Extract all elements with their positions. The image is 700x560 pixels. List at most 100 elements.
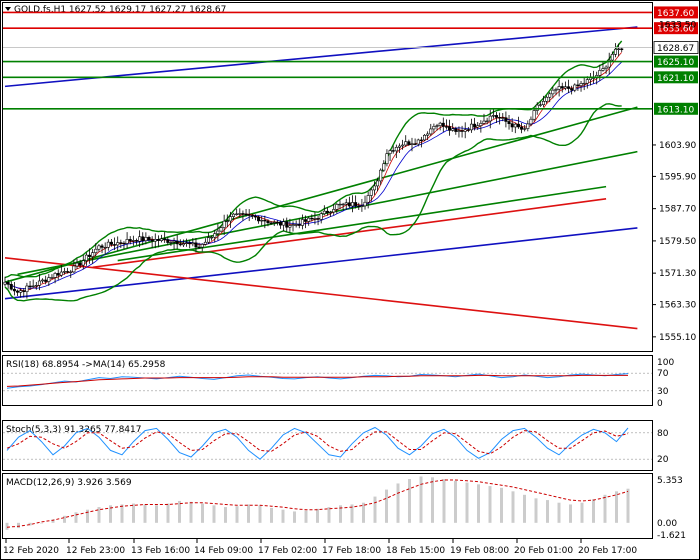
candle-body [172,240,176,243]
candle-body [206,237,210,243]
candle-body [128,239,132,242]
candle-body [341,203,345,206]
candle-body [25,285,29,293]
candle-body [473,123,477,128]
macd-histogram-bar [281,509,285,523]
macd-histogram-bar [132,503,135,523]
candle-body [97,245,101,250]
macd-histogram-bar [5,522,9,530]
time-tick-label: 20 Feb 17:00 [578,546,637,556]
macd-layer: 5.353 0.00 -1.621 [5,476,686,541]
candle-body [219,227,223,232]
candle-body [84,254,88,261]
candle-body [416,139,420,145]
macd-histogram-bar [534,498,538,523]
macd-tick-label: 0.00 [657,519,677,529]
candle-body [307,217,311,222]
candle-body [31,285,35,288]
stoch-tick-label: 20 [657,455,669,465]
macd-histogram-bar [258,505,262,523]
candle-body [413,143,417,145]
dropdown-triangle-icon[interactable] [5,7,11,11]
price-tick-label: 1603.90 [659,141,696,151]
rsi-tick-label: 0 [657,399,663,409]
macd-histogram-bar [488,486,492,523]
candle-body [300,219,304,226]
time-tick-label: 17 Feb 18:00 [322,546,381,556]
price-tick-label: 1587.70 [659,205,696,215]
price-level-box [654,55,698,68]
candle-body [235,213,239,215]
macd-histogram-bar [396,483,400,523]
candle-body [210,236,214,239]
macd-histogram-bar [120,504,124,523]
candle-body [44,279,48,282]
candle-body [313,218,317,220]
candle-body [12,288,16,292]
candle-body [28,285,32,288]
symbol-ohlc-text: GOLD.fs,H1 1627.52 1629.17 1627.27 1628.… [14,5,226,15]
candle-body [485,120,489,123]
price-tick-label: 1563.30 [659,301,696,311]
candle-body [548,93,552,98]
candle-body [388,150,392,154]
macd-histogram-bar [166,503,170,523]
stoch-main-line [6,426,629,460]
candle-body [407,141,411,145]
macd-tick-label: -1.621 [657,531,686,541]
candle-body [53,273,57,278]
candle-body [169,241,173,244]
candle-body [34,285,38,287]
candle-body [200,244,204,248]
macd-histogram-bar [201,503,204,523]
time-tick-label: 12 Feb 23:00 [66,546,125,556]
candle-body [394,147,398,152]
candle-body [329,211,333,214]
macd-histogram-bar [442,479,446,523]
macd-histogram-bar [592,499,595,523]
candle-body [131,240,135,242]
candle-body [47,277,51,282]
price-tick-label: 1571.30 [659,269,696,279]
candle-body [66,271,70,273]
candle-body [257,216,261,222]
candle-body [100,245,104,248]
candle-body [507,121,511,124]
price-tick-label: 1579.50 [659,237,696,247]
candle-body [438,122,442,126]
macd-histogram-bar [97,507,101,523]
candle-body [232,213,236,217]
candle-body [150,239,154,242]
candle-body [563,86,567,89]
macd-histogram-bar [454,480,457,523]
candle-body [319,213,323,220]
candle-body [72,265,76,273]
candle-body [363,201,367,207]
macd-histogram-bar [316,508,319,523]
candle-body [216,230,220,234]
candle-body [466,129,470,131]
time-tick-label: 13 Feb 16:00 [131,546,190,556]
candle-body [347,202,351,207]
candle-body [560,86,564,89]
macd-histogram-bar [465,482,469,523]
price-level-label: 1633.60 [657,25,694,35]
candle-body [513,123,517,128]
candle-body [570,88,574,91]
candle-body [360,205,364,207]
candle-body [88,254,92,257]
candle-body [382,163,386,171]
candle-body [567,86,571,89]
candle-body [495,115,499,118]
candle-body [69,271,73,273]
candle-body [491,115,495,117]
candle-body [325,210,329,214]
candle-body [335,204,339,210]
candle-body [429,128,433,135]
candle-body [282,221,286,226]
candle-body [501,117,505,119]
candle-body [551,89,555,95]
candle-body [601,68,605,71]
candle-body [241,213,245,215]
